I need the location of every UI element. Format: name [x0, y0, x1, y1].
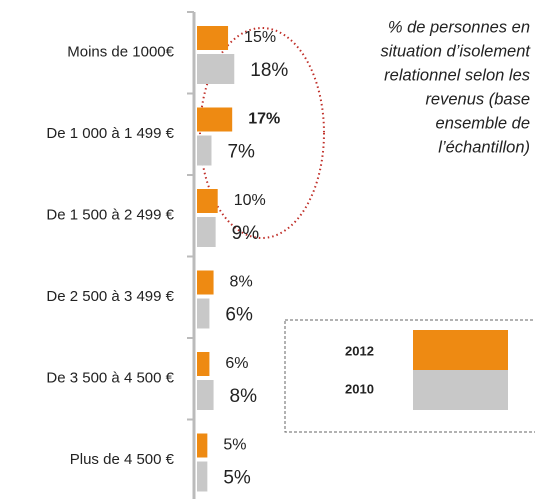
data-label: 7% — [227, 142, 255, 163]
y-tick-label: Plus de 4 500 € — [70, 451, 175, 468]
legend-swatch — [413, 370, 508, 410]
data-label: 10% — [234, 192, 266, 209]
bar — [197, 135, 212, 166]
data-label: 8% — [230, 274, 253, 291]
bar — [197, 107, 233, 132]
data-label: 5% — [223, 468, 251, 489]
bar — [197, 380, 214, 410]
data-label: 17% — [248, 111, 280, 128]
bar — [197, 54, 235, 84]
y-tick-label: De 1 500 à 2 499 € — [46, 207, 174, 224]
legend-swatch — [413, 330, 508, 370]
data-label: 8% — [230, 386, 258, 407]
data-label: 6% — [225, 305, 253, 326]
highlight-ellipse — [199, 27, 325, 239]
chart-title: revenus (base — [425, 90, 530, 108]
bar — [197, 433, 208, 458]
bar — [197, 189, 218, 213]
bar — [197, 298, 210, 329]
legend-label: 2010 — [345, 381, 374, 396]
bar — [197, 26, 229, 50]
chart-title: % de personnes en — [388, 18, 530, 36]
data-label: 9% — [232, 223, 260, 244]
bar — [197, 461, 208, 492]
chart-title: l’échantillon) — [438, 138, 530, 156]
y-tick-label: De 1 000 à 1 499 € — [46, 125, 174, 142]
data-label: 6% — [225, 355, 248, 372]
data-label: 15% — [244, 29, 276, 46]
y-tick-label: De 2 500 à 3 499 € — [46, 288, 174, 305]
chart-title: ensemble de — [436, 114, 530, 132]
bar — [197, 352, 210, 376]
legend-box — [284, 319, 535, 433]
chart-title: relationnel selon les — [384, 66, 530, 84]
bar — [197, 270, 214, 295]
legend-label: 2012 — [345, 343, 374, 358]
chart-title: situation d’isolement — [381, 42, 532, 60]
data-label: 18% — [250, 60, 288, 81]
y-tick-label: De 3 500 à 4 500 € — [46, 370, 174, 387]
data-label: 5% — [223, 437, 246, 454]
bar — [197, 217, 216, 247]
y-tick-label: Moins de 1000€ — [67, 44, 174, 61]
